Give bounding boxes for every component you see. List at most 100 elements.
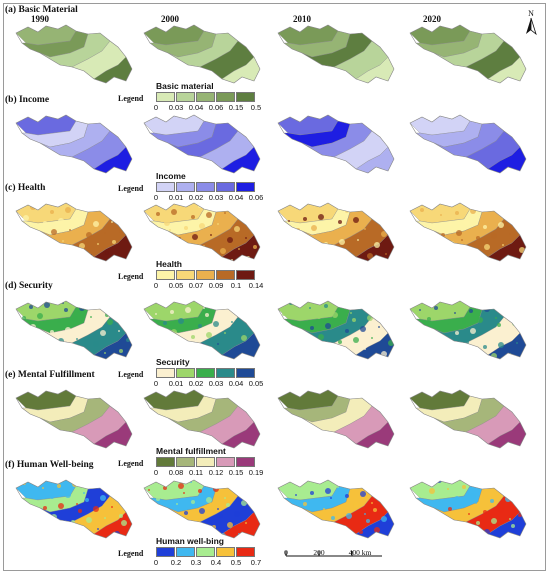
map-patch — [234, 226, 240, 232]
legend-tick-3: 0.12 — [208, 468, 224, 477]
map-patch — [310, 491, 314, 495]
map-patch — [205, 251, 209, 255]
map-patch — [241, 500, 247, 506]
map-patch — [111, 221, 113, 223]
map-patch — [148, 324, 150, 326]
map-outline — [409, 202, 527, 262]
map-patch — [447, 323, 449, 325]
map-patch — [331, 516, 335, 520]
map-patch — [14, 246, 16, 248]
map-patch — [364, 228, 366, 230]
legend-tick-5: 0.05 — [248, 379, 264, 388]
map-patch — [310, 326, 314, 330]
map-patch — [100, 495, 106, 501]
map-outline — [15, 202, 133, 262]
map-patch — [422, 334, 428, 340]
map-patch — [447, 488, 449, 490]
map-patch — [144, 519, 146, 523]
map-patch — [231, 321, 233, 323]
map-patch — [350, 312, 352, 314]
map-patch — [79, 243, 85, 249]
map-patch — [119, 229, 123, 233]
map-patch — [119, 514, 123, 518]
map-patch — [412, 258, 414, 260]
map-patch — [234, 346, 240, 352]
map-patch — [498, 222, 504, 228]
legend-tick-3: 0.4 — [210, 558, 222, 567]
map-patch — [284, 483, 290, 489]
map-income-2020 — [409, 114, 527, 174]
map-patch — [238, 248, 240, 250]
map-patch — [220, 310, 226, 316]
map-patch — [281, 516, 283, 518]
map-patch — [252, 226, 254, 228]
map-patch — [170, 310, 174, 314]
map-patch — [505, 211, 511, 217]
map-patch — [57, 484, 61, 488]
map-patch — [93, 506, 99, 512]
map-patch — [29, 305, 33, 309]
map-patch — [234, 511, 240, 517]
map-patch — [311, 225, 317, 231]
map-patch — [410, 521, 414, 527]
map-patch — [253, 245, 257, 249]
map-patch — [278, 329, 283, 335]
map-patch — [339, 239, 345, 245]
legend-swatch-4 — [236, 182, 255, 192]
map-outline — [277, 389, 395, 449]
map-patch — [119, 349, 123, 353]
map-patch — [502, 306, 504, 308]
legend-swatch-1 — [176, 182, 195, 192]
map-patch — [374, 242, 380, 248]
map-patch — [495, 255, 497, 257]
legend-swatch-1 — [176, 270, 195, 280]
map-mental-2000 — [143, 389, 261, 449]
legend-swatch-2 — [196, 457, 215, 467]
legend-tick-2: 0.02 — [188, 193, 204, 202]
map-patch — [64, 246, 68, 250]
map-patch — [111, 506, 113, 508]
legend-swatches-income — [156, 182, 256, 192]
map-patch — [309, 245, 311, 247]
legend-swatch-4 — [236, 368, 255, 378]
legend-swatch-2 — [196, 270, 215, 280]
map-patch — [303, 502, 307, 506]
map-patch — [22, 254, 26, 258]
map-outline — [143, 389, 261, 449]
map-patch — [331, 231, 335, 235]
map-patch — [212, 302, 216, 306]
map-income-1990 — [15, 114, 133, 174]
legend-tick-2: 0.3 — [190, 558, 202, 567]
map-patch — [345, 329, 349, 333]
map-patch — [217, 223, 219, 225]
legend-tick-3: 0.03 — [208, 379, 224, 388]
legend-tick-5: 0.19 — [248, 468, 264, 477]
map-patch — [477, 255, 483, 261]
map-patch — [316, 519, 318, 521]
map-patch — [470, 328, 476, 334]
map-patch — [178, 318, 184, 324]
map-patch — [64, 531, 68, 535]
map-patch — [381, 231, 387, 237]
map-health-2020 — [409, 202, 527, 262]
map-patch — [281, 351, 283, 353]
map-patch — [339, 301, 345, 307]
map-patch — [415, 225, 421, 231]
map-patch — [364, 348, 366, 350]
map-patch — [198, 489, 202, 493]
map-patch — [288, 505, 290, 507]
map-patch — [318, 214, 324, 220]
legend-tick-2: 0.02 — [188, 379, 204, 388]
map-patch — [353, 217, 359, 223]
map-patch — [332, 312, 338, 318]
map-patch — [149, 343, 153, 347]
map-patch — [469, 532, 473, 536]
scale-label-0: 0 — [284, 548, 288, 557]
map-patch — [378, 491, 380, 493]
map-basic-1990 — [15, 24, 133, 84]
map-patch — [469, 247, 473, 251]
map-patch — [497, 488, 501, 492]
map-patch — [516, 342, 518, 344]
legend-swatch-2 — [196, 182, 215, 192]
map-patch — [49, 534, 51, 536]
